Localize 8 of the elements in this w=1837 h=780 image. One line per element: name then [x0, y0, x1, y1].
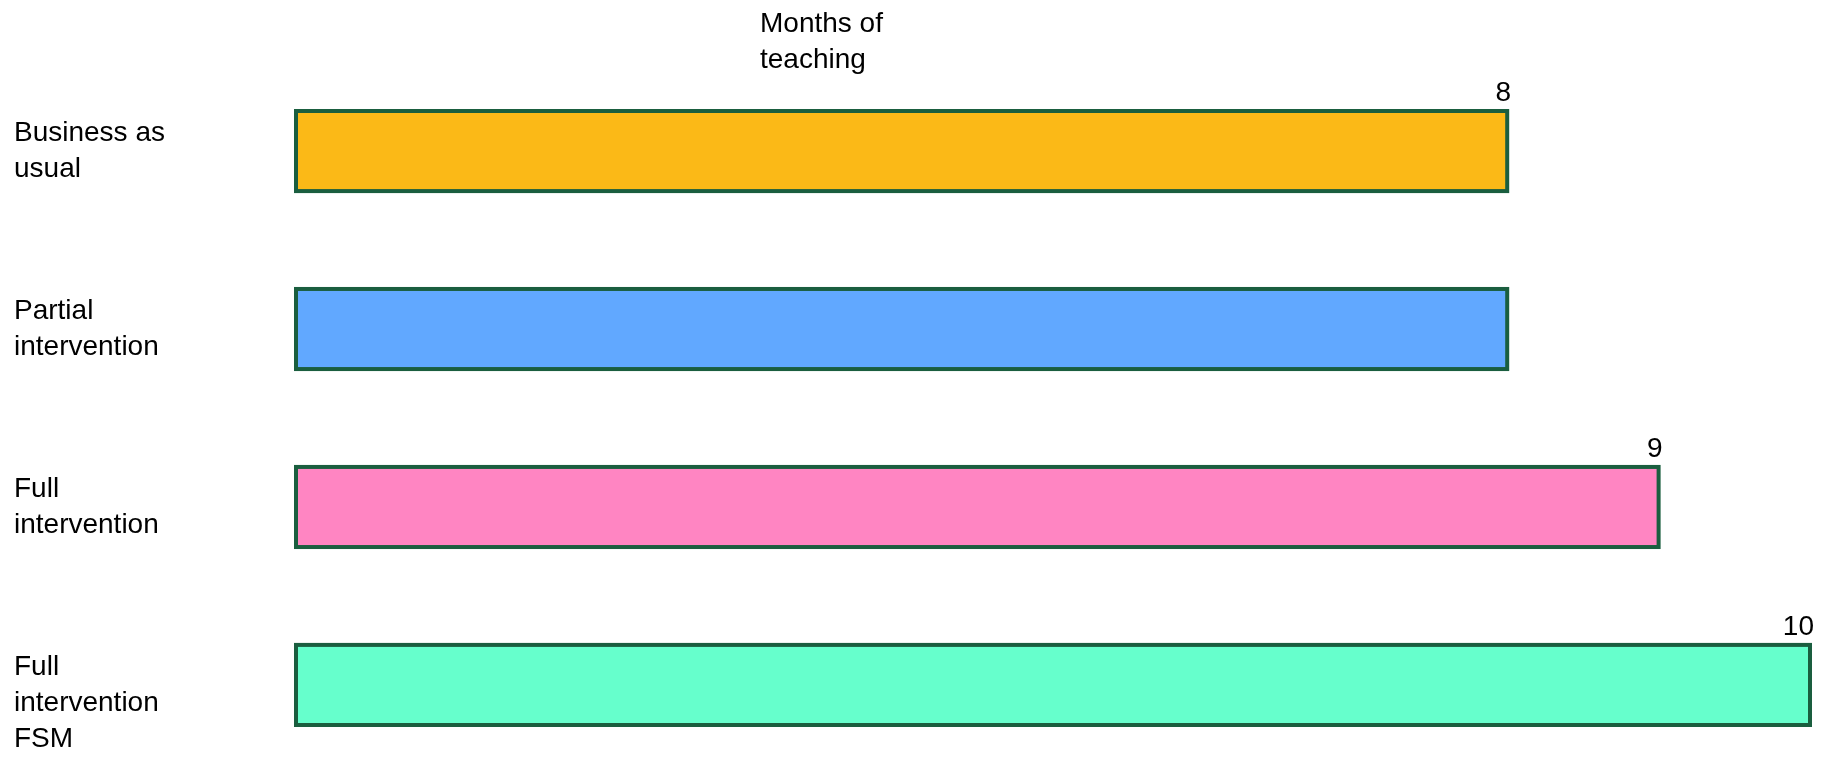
- data-label: 9: [1647, 431, 1663, 463]
- y-tick-label: Business as usual: [14, 116, 165, 183]
- chart-title: Months of teaching: [760, 7, 884, 74]
- y-tick-label: Partial intervention: [14, 293, 159, 361]
- y-tick-label: Full intervention FSM: [14, 649, 159, 753]
- y-tick-label: Full intervention: [14, 471, 159, 539]
- data-label: 10: [1782, 609, 1814, 641]
- data-label: 8: [1495, 76, 1512, 107]
